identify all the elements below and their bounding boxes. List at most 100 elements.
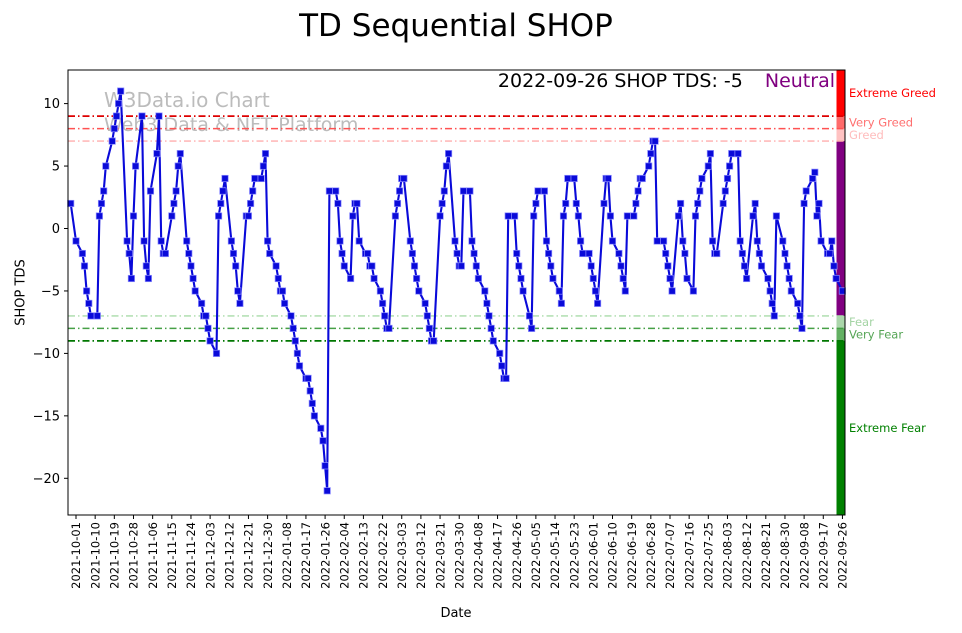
x-tick-label: 2022-05-14 <box>548 522 562 589</box>
data-point-marker <box>85 299 93 307</box>
data-point-marker <box>142 262 150 270</box>
data-point-marker <box>206 337 214 345</box>
data-point-marker <box>413 274 421 283</box>
x-tick-label: 2022-02-04 <box>337 522 351 589</box>
data-point-marker <box>502 374 510 382</box>
data-point-marker <box>564 174 572 183</box>
data-point-marker <box>338 249 346 258</box>
data-point-marker <box>623 212 631 220</box>
data-point-marker <box>425 324 433 332</box>
x-tick-label: 2022-07-16 <box>682 522 696 589</box>
data-point-marker <box>140 237 148 245</box>
band-label-very-greed: Very Greed <box>849 115 913 129</box>
x-tick-label: 2021-12-12 <box>222 522 236 589</box>
band-label-very-fear: Very Fear <box>849 328 903 342</box>
sentiment-band-neutral <box>836 141 845 316</box>
data-point-marker <box>660 237 668 245</box>
y-tick-label: −15 <box>33 409 60 424</box>
x-tick-label: 2021-10-28 <box>127 522 141 589</box>
data-point-marker <box>217 199 225 208</box>
data-point-marker <box>472 262 480 270</box>
data-point-marker <box>634 187 642 195</box>
data-point-marker <box>513 249 521 258</box>
data-point-marker <box>832 274 840 283</box>
data-point-marker <box>740 262 749 270</box>
x-tick-label: 2022-08-30 <box>778 522 792 589</box>
data-point-marker <box>723 174 732 183</box>
data-point-marker <box>794 299 802 307</box>
data-point-marker <box>442 162 450 170</box>
data-point-marker <box>438 199 446 208</box>
data-point-marker <box>574 212 582 220</box>
data-point-marker <box>281 299 289 307</box>
data-point-marker <box>466 187 474 195</box>
data-point-marker <box>93 312 101 320</box>
data-point-marker <box>679 237 687 245</box>
sentiment-band-fear <box>836 315 845 329</box>
data-point-marker <box>406 237 414 245</box>
data-point-marker <box>95 212 103 220</box>
data-point-marker <box>542 237 551 245</box>
data-point-marker <box>349 212 357 220</box>
data-point-marker <box>391 212 399 220</box>
data-point-marker <box>295 362 304 370</box>
data-point-marker <box>547 262 555 270</box>
data-point-marker <box>785 274 793 283</box>
data-point-marker <box>364 249 372 258</box>
data-point-marker <box>651 137 659 145</box>
y-tick-label: −10 <box>33 347 60 362</box>
x-tick-label: 2021-11-24 <box>184 522 198 589</box>
data-point-marker <box>115 100 123 108</box>
data-point-marker <box>504 212 512 220</box>
data-point-marker <box>215 212 223 220</box>
y-tick-label: −5 <box>41 284 60 299</box>
x-tick-label: 2022-03-03 <box>395 522 409 589</box>
data-point-marker <box>757 262 766 270</box>
status-text: 2022-09-26 SHOP TDS: -5 <box>497 70 743 92</box>
data-point-marker <box>174 162 182 170</box>
data-point-marker <box>621 287 629 295</box>
x-tick-label: 2022-07-07 <box>663 522 677 589</box>
x-tick-label: 2022-07-25 <box>702 522 716 589</box>
data-point-marker <box>779 237 787 245</box>
data-point-marker <box>802 187 810 195</box>
data-point-marker <box>632 199 640 208</box>
data-point-marker <box>100 187 108 195</box>
data-point-marker <box>485 312 493 320</box>
data-point-marker <box>577 237 585 245</box>
data-point-marker <box>483 299 491 307</box>
data-point-marker <box>489 337 497 345</box>
data-point-marker <box>474 274 482 283</box>
data-point-marker <box>332 187 340 195</box>
data-point-marker <box>570 174 578 183</box>
x-tick-label: 2022-09-17 <box>816 522 830 589</box>
data-point-marker <box>436 212 444 220</box>
x-tick-label: 2022-03-30 <box>452 522 466 589</box>
data-point-marker <box>787 287 795 295</box>
data-point-marker <box>826 249 834 258</box>
data-point-marker <box>334 199 342 208</box>
data-point-marker <box>528 324 536 332</box>
data-point-marker <box>681 249 689 258</box>
data-point-marker <box>517 274 525 283</box>
data-point-marker <box>381 312 389 320</box>
data-point-marker <box>662 249 670 258</box>
data-point-marker <box>781 249 789 258</box>
x-tick-label: 2022-04-08 <box>472 522 486 589</box>
data-point-marker <box>664 262 672 270</box>
data-point-marker <box>317 424 325 432</box>
x-tick-label: 2021-10-10 <box>88 522 102 589</box>
data-point-marker <box>185 249 193 258</box>
data-point-marker <box>440 187 448 195</box>
data-point-marker <box>408 249 416 258</box>
x-tick-label: 2022-02-13 <box>357 522 371 589</box>
data-point-marker <box>838 287 846 295</box>
data-point-marker <box>191 287 199 295</box>
data-point-marker <box>102 162 110 170</box>
x-tick-label: 2022-01-26 <box>318 522 332 589</box>
data-point-marker <box>496 349 504 357</box>
y-tick-label: 5 <box>52 160 60 175</box>
data-point-marker <box>738 249 746 258</box>
data-point-marker <box>645 162 653 170</box>
